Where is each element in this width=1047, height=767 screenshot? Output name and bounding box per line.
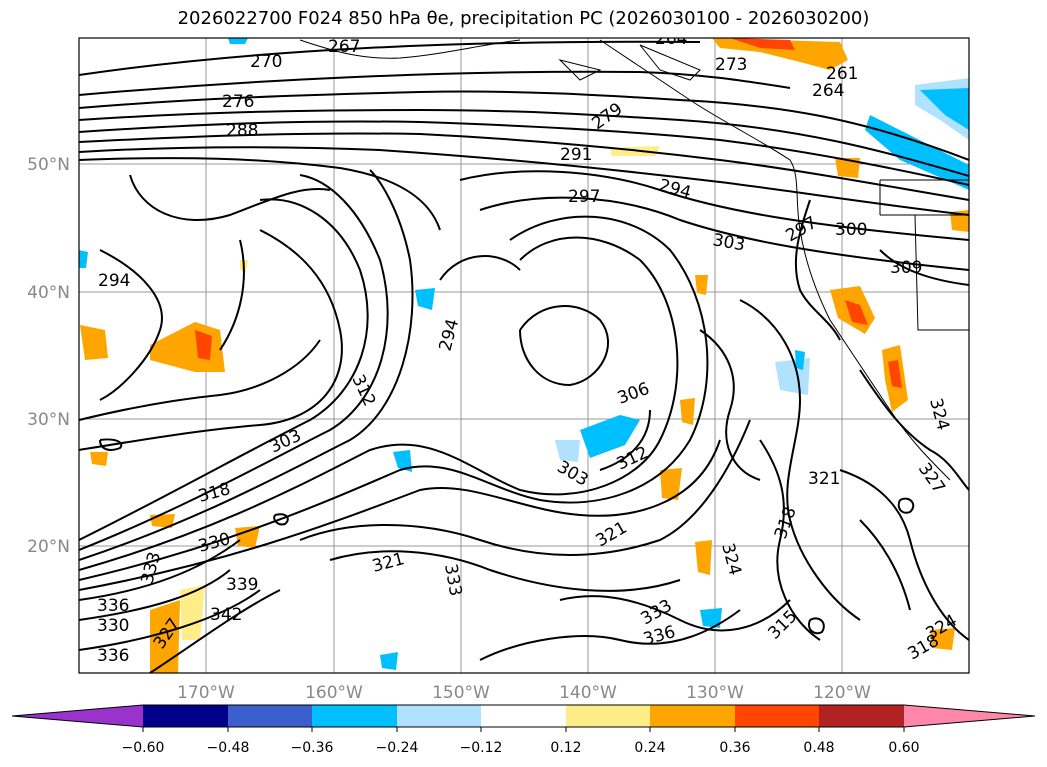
longitude-ticks: 170°W 160°W 150°W 140°W 130°W 120°W — [177, 683, 871, 703]
precip-patch — [195, 330, 212, 360]
colorbar-tick-label: 0.24 — [634, 740, 665, 756]
precip-patch — [845, 300, 868, 325]
precip-patch — [920, 88, 969, 130]
precip-patch — [695, 275, 708, 295]
contour-label: 264 — [655, 29, 687, 49]
precip-patch — [150, 600, 180, 673]
colorbar-ticks — [142, 727, 905, 732]
lat-tick-40n: 40°N — [27, 283, 70, 303]
coastline — [299, 39, 969, 481]
precip-patch — [580, 415, 640, 458]
lat-tick-20n: 20°N — [27, 537, 70, 557]
colorbar: −0.60 −0.48 −0.36 −0.24 −0.12 0.12 0.24 … — [11, 704, 1036, 756]
contour-label: 273 — [715, 55, 747, 75]
lat-tick-50n: 50°N — [27, 155, 70, 175]
contour-label: 261 — [826, 64, 858, 84]
precip-patch — [700, 608, 722, 628]
map-title: 2026022700 F024 850 hPa θe, precipitatio… — [177, 8, 870, 29]
contour-label: 342 — [210, 605, 242, 625]
colorbar-segment — [735, 705, 819, 727]
colorbar-segment — [312, 705, 397, 727]
colorbar-segment — [566, 705, 650, 727]
precip-patch — [80, 325, 108, 360]
lon-tick-120w: 120°W — [813, 683, 871, 703]
contour-label: 276 — [222, 92, 254, 112]
precip-patch — [835, 158, 860, 178]
precip-patch — [393, 450, 412, 472]
precip-patch — [795, 350, 805, 370]
colorbar-tick-label: −0.36 — [291, 740, 334, 756]
contour-label: 270 — [250, 52, 282, 72]
lat-tick-30n: 30°N — [27, 410, 70, 430]
lon-tick-170w: 170°W — [177, 683, 235, 703]
colorbar-tick-label: 0.48 — [803, 740, 834, 756]
map-frame — [78, 37, 970, 674]
colorbar-tick-label: 0.60 — [888, 740, 919, 756]
precip-patches — [79, 38, 969, 673]
colorbar-tick-label: 0.36 — [719, 740, 750, 756]
precip-patch — [228, 38, 248, 44]
lon-tick-140w: 140°W — [559, 683, 617, 703]
colorbar-segment — [228, 705, 312, 727]
precip-patch — [79, 250, 88, 268]
precip-patch — [680, 398, 695, 425]
precip-patch — [730, 38, 795, 50]
colorbar-tick-label: −0.60 — [122, 740, 165, 756]
precip-patch — [930, 628, 955, 650]
colorbar-tick-label: −0.12 — [460, 740, 503, 756]
map-panel: 270 267 264 273 261 276 288 279 264 291 … — [78, 29, 970, 674]
contour-label: 336 — [97, 596, 129, 616]
contour-label: 264 — [812, 81, 844, 101]
precip-patch — [712, 38, 848, 70]
theta-e-contours — [79, 40, 969, 673]
contour-label: 267 — [328, 37, 360, 57]
precip-patch — [380, 652, 398, 670]
precip-patch — [555, 440, 580, 462]
contour-label: 339 — [226, 575, 258, 595]
contour-label: 309 — [890, 258, 922, 278]
precip-patch — [235, 526, 260, 548]
precip-patch — [888, 360, 902, 388]
contour-label: 294 — [98, 271, 130, 291]
precip-patch — [660, 468, 682, 500]
latitude-ticks: 50°N 40°N 30°N 20°N — [27, 155, 70, 557]
colorbar-tick-label: −0.48 — [207, 740, 250, 756]
lon-tick-150w: 150°W — [432, 683, 490, 703]
precip-patch — [415, 288, 435, 310]
colorbar-segment — [650, 705, 735, 727]
contour-label: 297 — [568, 187, 600, 207]
lon-tick-160w: 160°W — [305, 683, 363, 703]
colorbar-segment — [397, 705, 481, 727]
colorbar-extend-low — [12, 705, 143, 727]
contour-label: 321 — [808, 469, 840, 489]
colorbar-extend-high — [904, 705, 1035, 727]
precip-patch — [695, 540, 712, 575]
precip-patch — [90, 452, 108, 466]
lon-tick-130w: 130°W — [686, 683, 744, 703]
colorbar-segment — [481, 705, 566, 727]
colorbar-tick-label: −0.24 — [376, 740, 419, 756]
gridlines — [79, 38, 969, 673]
colorbar-tick-label: 0.12 — [550, 740, 581, 756]
colorbar-segment — [819, 705, 904, 727]
contour-label: 291 — [560, 145, 592, 165]
contour-label: 330 — [97, 616, 129, 636]
colorbar-segment — [143, 705, 228, 727]
contour-label: 336 — [97, 646, 129, 666]
contour-label: 288 — [226, 121, 258, 141]
contour-label: 300 — [835, 220, 867, 240]
precip-patch — [775, 358, 810, 395]
